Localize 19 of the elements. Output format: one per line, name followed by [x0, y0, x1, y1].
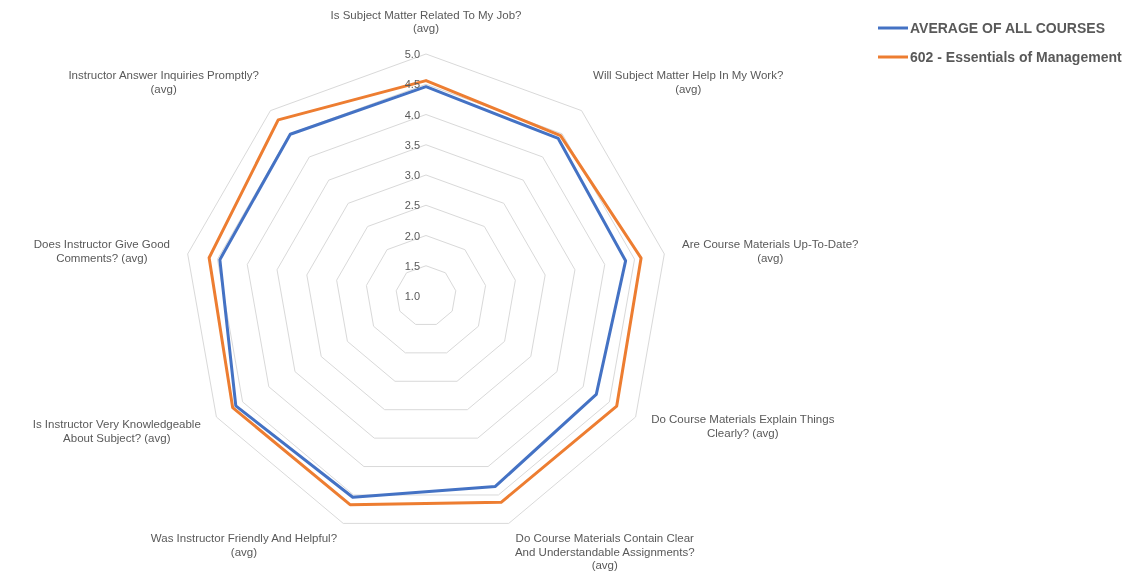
y-tick-label: 1.5 — [404, 259, 420, 272]
spoke-label: Are Course Materials Up-To-Date? (avg) — [682, 238, 859, 264]
spoke-label: Does Instructor Give Good Comments? (avg) — [33, 238, 170, 264]
spoke-label: Was Instructor Friendly And Helpful? (avg) — [150, 532, 338, 558]
spoke-label: Instructor Answer Inquiries Promptly? (avg) — [68, 69, 259, 95]
y-tick-label: 3.0 — [404, 169, 420, 181]
y-tick-label: 3.5 — [404, 138, 420, 151]
y-tick-label: 2.0 — [404, 229, 420, 242]
y-tick-label: 5.0 — [404, 48, 420, 60]
spoke-label: Is Subject Matter Related To My Job? (avg) — [330, 8, 522, 34]
spoke-label: Do Course Materials Explain Things Clearly? (avg) — [651, 413, 835, 439]
spoke-label: Is Instructor Very Knowledgeable About Subject? (avg) — [32, 418, 201, 444]
legend-label: AVERAGE OF ALL COURSES — [910, 20, 1105, 36]
y-tick-label: 1.0 — [404, 290, 420, 302]
y-tick-label: 2.5 — [404, 199, 420, 212]
y-tick-label: 4.0 — [404, 108, 420, 121]
spoke-label: Do Course Materials Contain Clear And Understandable Assignments? (avg) — [514, 532, 695, 572]
spoke-label: Will Subject Matter Help In My Work? (avg) — [593, 69, 784, 95]
legend-label: 602 - Essentials of Management — [910, 49, 1122, 65]
